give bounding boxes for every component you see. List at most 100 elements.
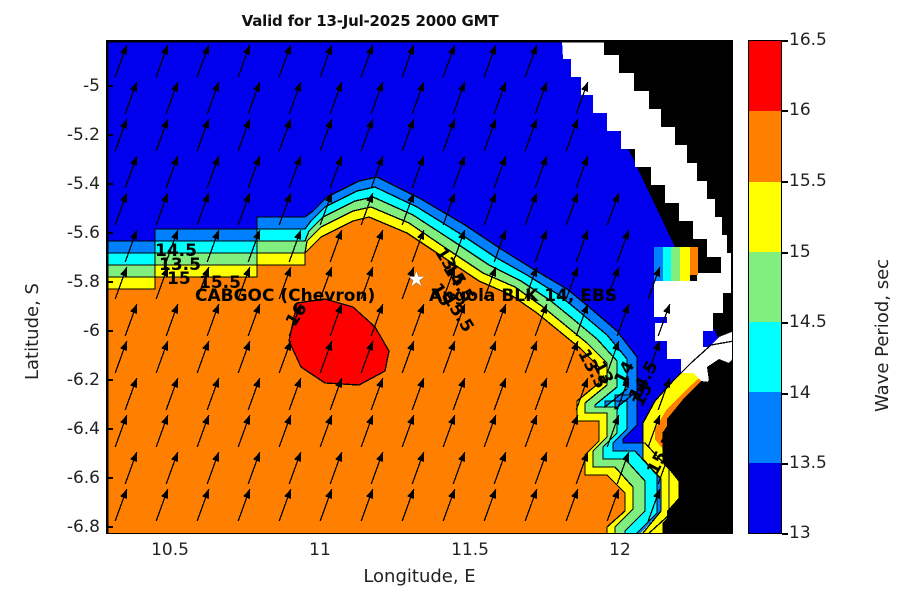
wave-direction-arrow <box>483 118 497 152</box>
wave-direction-arrow <box>647 340 661 374</box>
contour-label: 15 <box>167 269 191 289</box>
colorbar-tick-label: 14.5 <box>789 312 827 332</box>
wave-direction-arrow <box>278 192 292 226</box>
wave-direction-arrow <box>442 266 456 300</box>
wave-direction-arrow <box>493 377 507 411</box>
wave-direction-arrow <box>114 266 128 300</box>
wave-direction-arrow <box>196 44 210 78</box>
wave-direction-arrow <box>688 414 702 448</box>
wave-direction-arrow <box>360 266 374 300</box>
wave-direction-arrow <box>452 229 466 263</box>
wave-direction-arrow <box>288 303 302 337</box>
colorbar-band-15.5-16 <box>749 111 781 182</box>
wave-direction-arrow <box>165 81 179 115</box>
wave-direction-arrow <box>124 451 138 485</box>
wave-direction-arrow <box>575 229 589 263</box>
wave-direction-arrow <box>288 155 302 189</box>
x-tick-label: 11.5 <box>451 540 489 560</box>
colorbar-band-16-16.5 <box>749 41 781 112</box>
contour-label: 15.5 <box>199 273 241 293</box>
wave-direction-arrow <box>196 414 210 448</box>
wave-direction-arrow <box>288 377 302 411</box>
wave-direction-arrow <box>247 303 261 337</box>
wave-direction-arrow <box>452 81 466 115</box>
wave-direction-arrow <box>534 303 548 337</box>
wave-direction-arrow <box>524 118 538 152</box>
colorbar-tick <box>782 393 788 395</box>
wave-direction-arrow <box>401 488 415 522</box>
y-tick-mark <box>106 183 113 185</box>
wave-direction-arrow <box>442 340 456 374</box>
colorbar-tick <box>782 252 788 254</box>
y-tick-label: -6 <box>83 321 100 341</box>
wave-direction-arrow <box>452 303 466 337</box>
y-tick-label: -6.8 <box>66 517 100 537</box>
wave-direction-arrow <box>360 118 374 152</box>
colorbar-tick-label: 13.5 <box>789 453 827 473</box>
wave-direction-arrow <box>114 488 128 522</box>
colorbar-tick <box>782 40 788 42</box>
x-tick-label: 12 <box>609 540 631 560</box>
wave-direction-arrow <box>493 451 507 485</box>
wave-direction-arrow <box>493 81 507 115</box>
wave-direction-arrow <box>319 340 333 374</box>
wave-direction-arrow <box>155 192 169 226</box>
wave-direction-arrow <box>319 118 333 152</box>
wave-direction-arrow <box>483 414 497 448</box>
wave-direction-arrow <box>442 44 456 78</box>
colorbar-tick-label: 16 <box>789 100 811 120</box>
wave-direction-arrow <box>237 414 251 448</box>
wave-direction-arrow <box>616 451 630 485</box>
wave-direction-arrow <box>155 414 169 448</box>
wave-direction-arrow <box>278 488 292 522</box>
wave-direction-arrow <box>565 340 579 374</box>
wave-direction-arrow <box>657 303 671 337</box>
wave-direction-arrow <box>278 340 292 374</box>
wave-direction-arrow <box>647 488 661 522</box>
wave-direction-arrow <box>575 377 589 411</box>
colorbar-tick-label: 13 <box>789 523 811 543</box>
wave-direction-arrow <box>401 340 415 374</box>
wave-direction-arrow <box>206 377 220 411</box>
wave-direction-arrow <box>575 81 589 115</box>
wave-direction-arrow <box>206 451 220 485</box>
colorbar-tick-label: 15 <box>789 242 811 262</box>
wave-direction-arrow <box>165 229 179 263</box>
wave-direction-arrow <box>124 229 138 263</box>
wave-direction-arrow <box>206 303 220 337</box>
wave-direction-arrow <box>247 229 261 263</box>
wave-direction-arrow <box>196 192 210 226</box>
wave-direction-arrow <box>155 118 169 152</box>
wave-direction-arrow <box>360 192 374 226</box>
y-tick-mark <box>106 85 113 87</box>
wave-direction-arrow <box>319 414 333 448</box>
contour-label: 14.5 <box>155 241 197 261</box>
colorbar-tick <box>782 463 788 465</box>
wave-direction-arrow <box>155 266 169 300</box>
colorbar-band-13.5-14 <box>749 392 781 463</box>
wave-direction-arrow <box>524 44 538 78</box>
wave-direction-arrow <box>370 303 384 337</box>
contour-label: 13.5 <box>159 255 201 275</box>
wave-direction-arrow <box>442 118 456 152</box>
contour-lines <box>107 176 732 533</box>
y-tick-mark <box>106 526 113 528</box>
wave-direction-arrow <box>647 266 661 300</box>
wave-direction-arrow <box>524 192 538 226</box>
y-tick-mark <box>106 330 113 332</box>
wave-direction-arrow <box>360 44 374 78</box>
wave-direction-arrow <box>565 414 579 448</box>
wave-direction-arrow <box>442 488 456 522</box>
wave-direction-arrow <box>401 44 415 78</box>
wave-direction-arrow <box>411 451 425 485</box>
wave-direction-arrow <box>411 81 425 115</box>
wave-direction-arrow <box>247 377 261 411</box>
wave-direction-arrow <box>114 340 128 374</box>
wave-direction-arrow <box>452 451 466 485</box>
wave-direction-arrow <box>688 488 702 522</box>
wave-direction-arrow <box>483 192 497 226</box>
band-14-14.5 <box>107 187 657 533</box>
wave-direction-arrow <box>247 81 261 115</box>
wave-direction-arrow <box>534 377 548 411</box>
